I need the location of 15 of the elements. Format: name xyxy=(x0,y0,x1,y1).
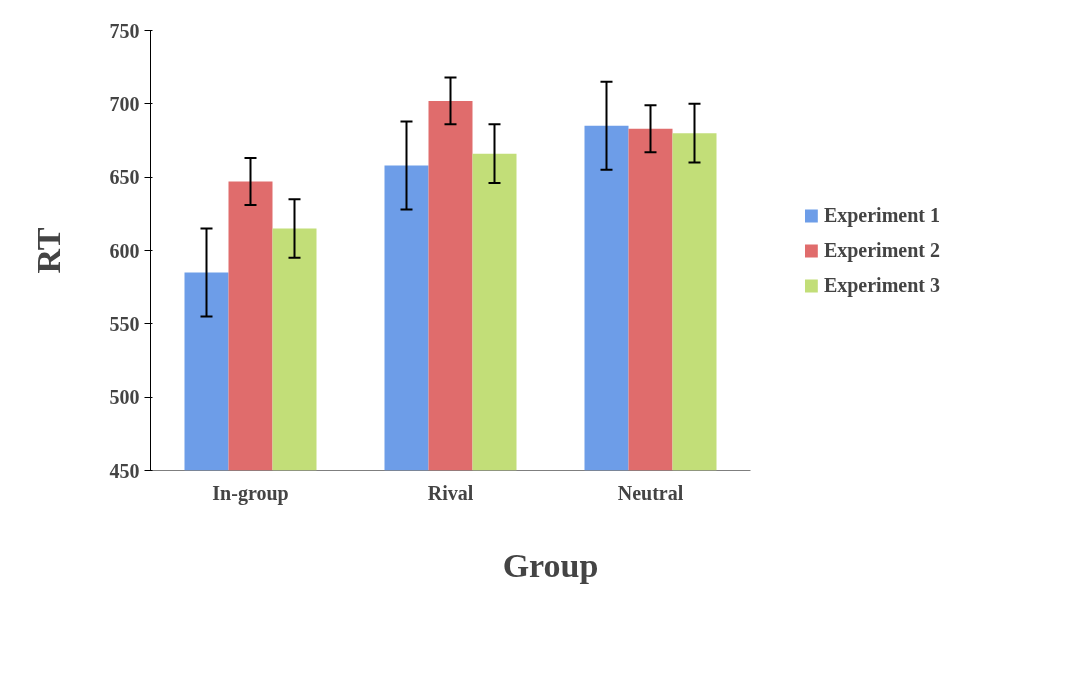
x-tick-label: Neutral xyxy=(617,481,684,504)
x-tick-label: In-group xyxy=(212,481,289,505)
y-tick-label: 450 xyxy=(109,459,140,482)
legend-label: Experiment 2 xyxy=(823,238,940,262)
y-tick-label: 600 xyxy=(109,239,140,262)
x-tick-label: Rival xyxy=(427,481,474,504)
x-axis-title: Group xyxy=(502,546,599,584)
y-tick-label: 500 xyxy=(109,386,140,409)
y-tick-label: 750 xyxy=(109,19,140,42)
y-axis-title: RT xyxy=(29,227,67,274)
y-tick-label: 650 xyxy=(109,166,140,189)
legend-label: Experiment 1 xyxy=(823,203,940,227)
legend-label: Experiment 3 xyxy=(823,273,940,297)
y-tick-label: 700 xyxy=(109,92,140,115)
y-tick-label: 550 xyxy=(109,312,140,335)
